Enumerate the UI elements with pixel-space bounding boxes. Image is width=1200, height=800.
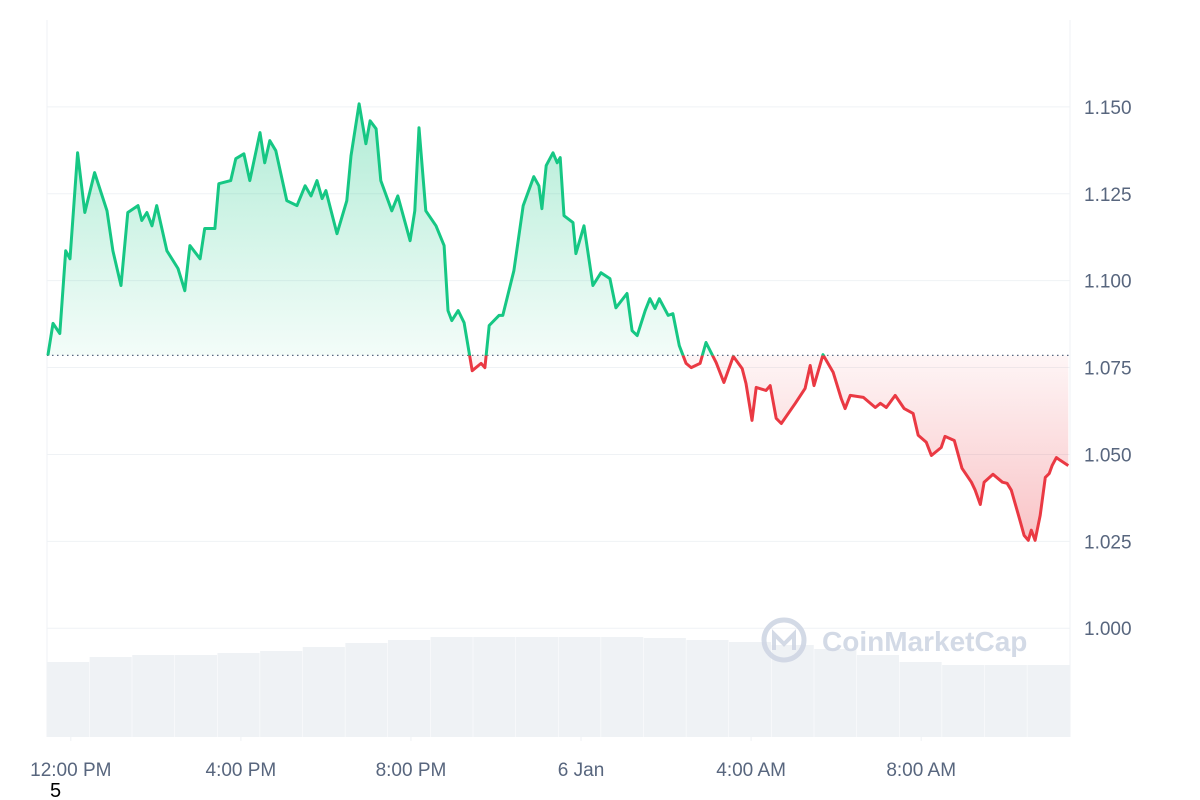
volume-bar bbox=[814, 649, 857, 737]
watermark-logo-mark bbox=[772, 629, 796, 650]
x-tick-label: 4:00 AM bbox=[716, 760, 786, 781]
watermark: CoinMarketCap bbox=[761, 617, 1027, 663]
corner-note: 5 bbox=[50, 780, 61, 800]
x-tick-label: 8:00 AM bbox=[886, 760, 956, 781]
volume-bar bbox=[89, 657, 132, 737]
x-tick-label: 4:00 PM bbox=[206, 760, 277, 781]
x-tick-label: 12:00 PM bbox=[30, 760, 111, 781]
volume-bar bbox=[47, 662, 90, 737]
volume-bar bbox=[643, 638, 686, 737]
price-area bbox=[47, 103, 1069, 541]
volume-bar bbox=[345, 643, 388, 737]
y-tick-label: 1.075 bbox=[1084, 359, 1132, 380]
volume-bar bbox=[430, 637, 473, 737]
y-tick-label: 1.150 bbox=[1084, 98, 1132, 119]
x-tick-label: 8:00 PM bbox=[376, 760, 447, 781]
y-tick-label: 1.050 bbox=[1084, 445, 1132, 466]
x-tick-label: 6 Jan bbox=[558, 760, 604, 781]
volume-bar bbox=[942, 665, 985, 737]
y-tick-label: 1.025 bbox=[1084, 532, 1132, 553]
y-tick-label: 1.100 bbox=[1084, 272, 1132, 293]
volume-bar bbox=[558, 637, 601, 737]
price-line bbox=[46, 102, 1070, 542]
volume-bar bbox=[686, 640, 729, 737]
volume-bar bbox=[388, 640, 431, 737]
volume-bar bbox=[984, 665, 1027, 737]
volume-bar bbox=[515, 637, 558, 737]
volume-bar bbox=[217, 653, 260, 737]
volume-layer bbox=[47, 637, 1070, 737]
watermark-logo bbox=[761, 617, 807, 663]
volume-bar bbox=[260, 651, 303, 737]
volume-bar bbox=[729, 642, 772, 737]
volume-bar bbox=[132, 655, 175, 737]
volume-bar bbox=[899, 662, 942, 737]
data-layer bbox=[46, 102, 1070, 542]
volume-bar bbox=[473, 637, 516, 737]
volume-bar bbox=[856, 655, 899, 737]
volume-bar bbox=[302, 647, 345, 737]
y-tick-label: 1.125 bbox=[1084, 185, 1132, 206]
volume-bar bbox=[601, 637, 644, 737]
y-tick-label: 1.000 bbox=[1084, 619, 1132, 640]
volume-bar bbox=[174, 655, 217, 737]
volume-bar bbox=[1027, 665, 1070, 737]
watermark-text: CoinMarketCap bbox=[822, 626, 1027, 657]
